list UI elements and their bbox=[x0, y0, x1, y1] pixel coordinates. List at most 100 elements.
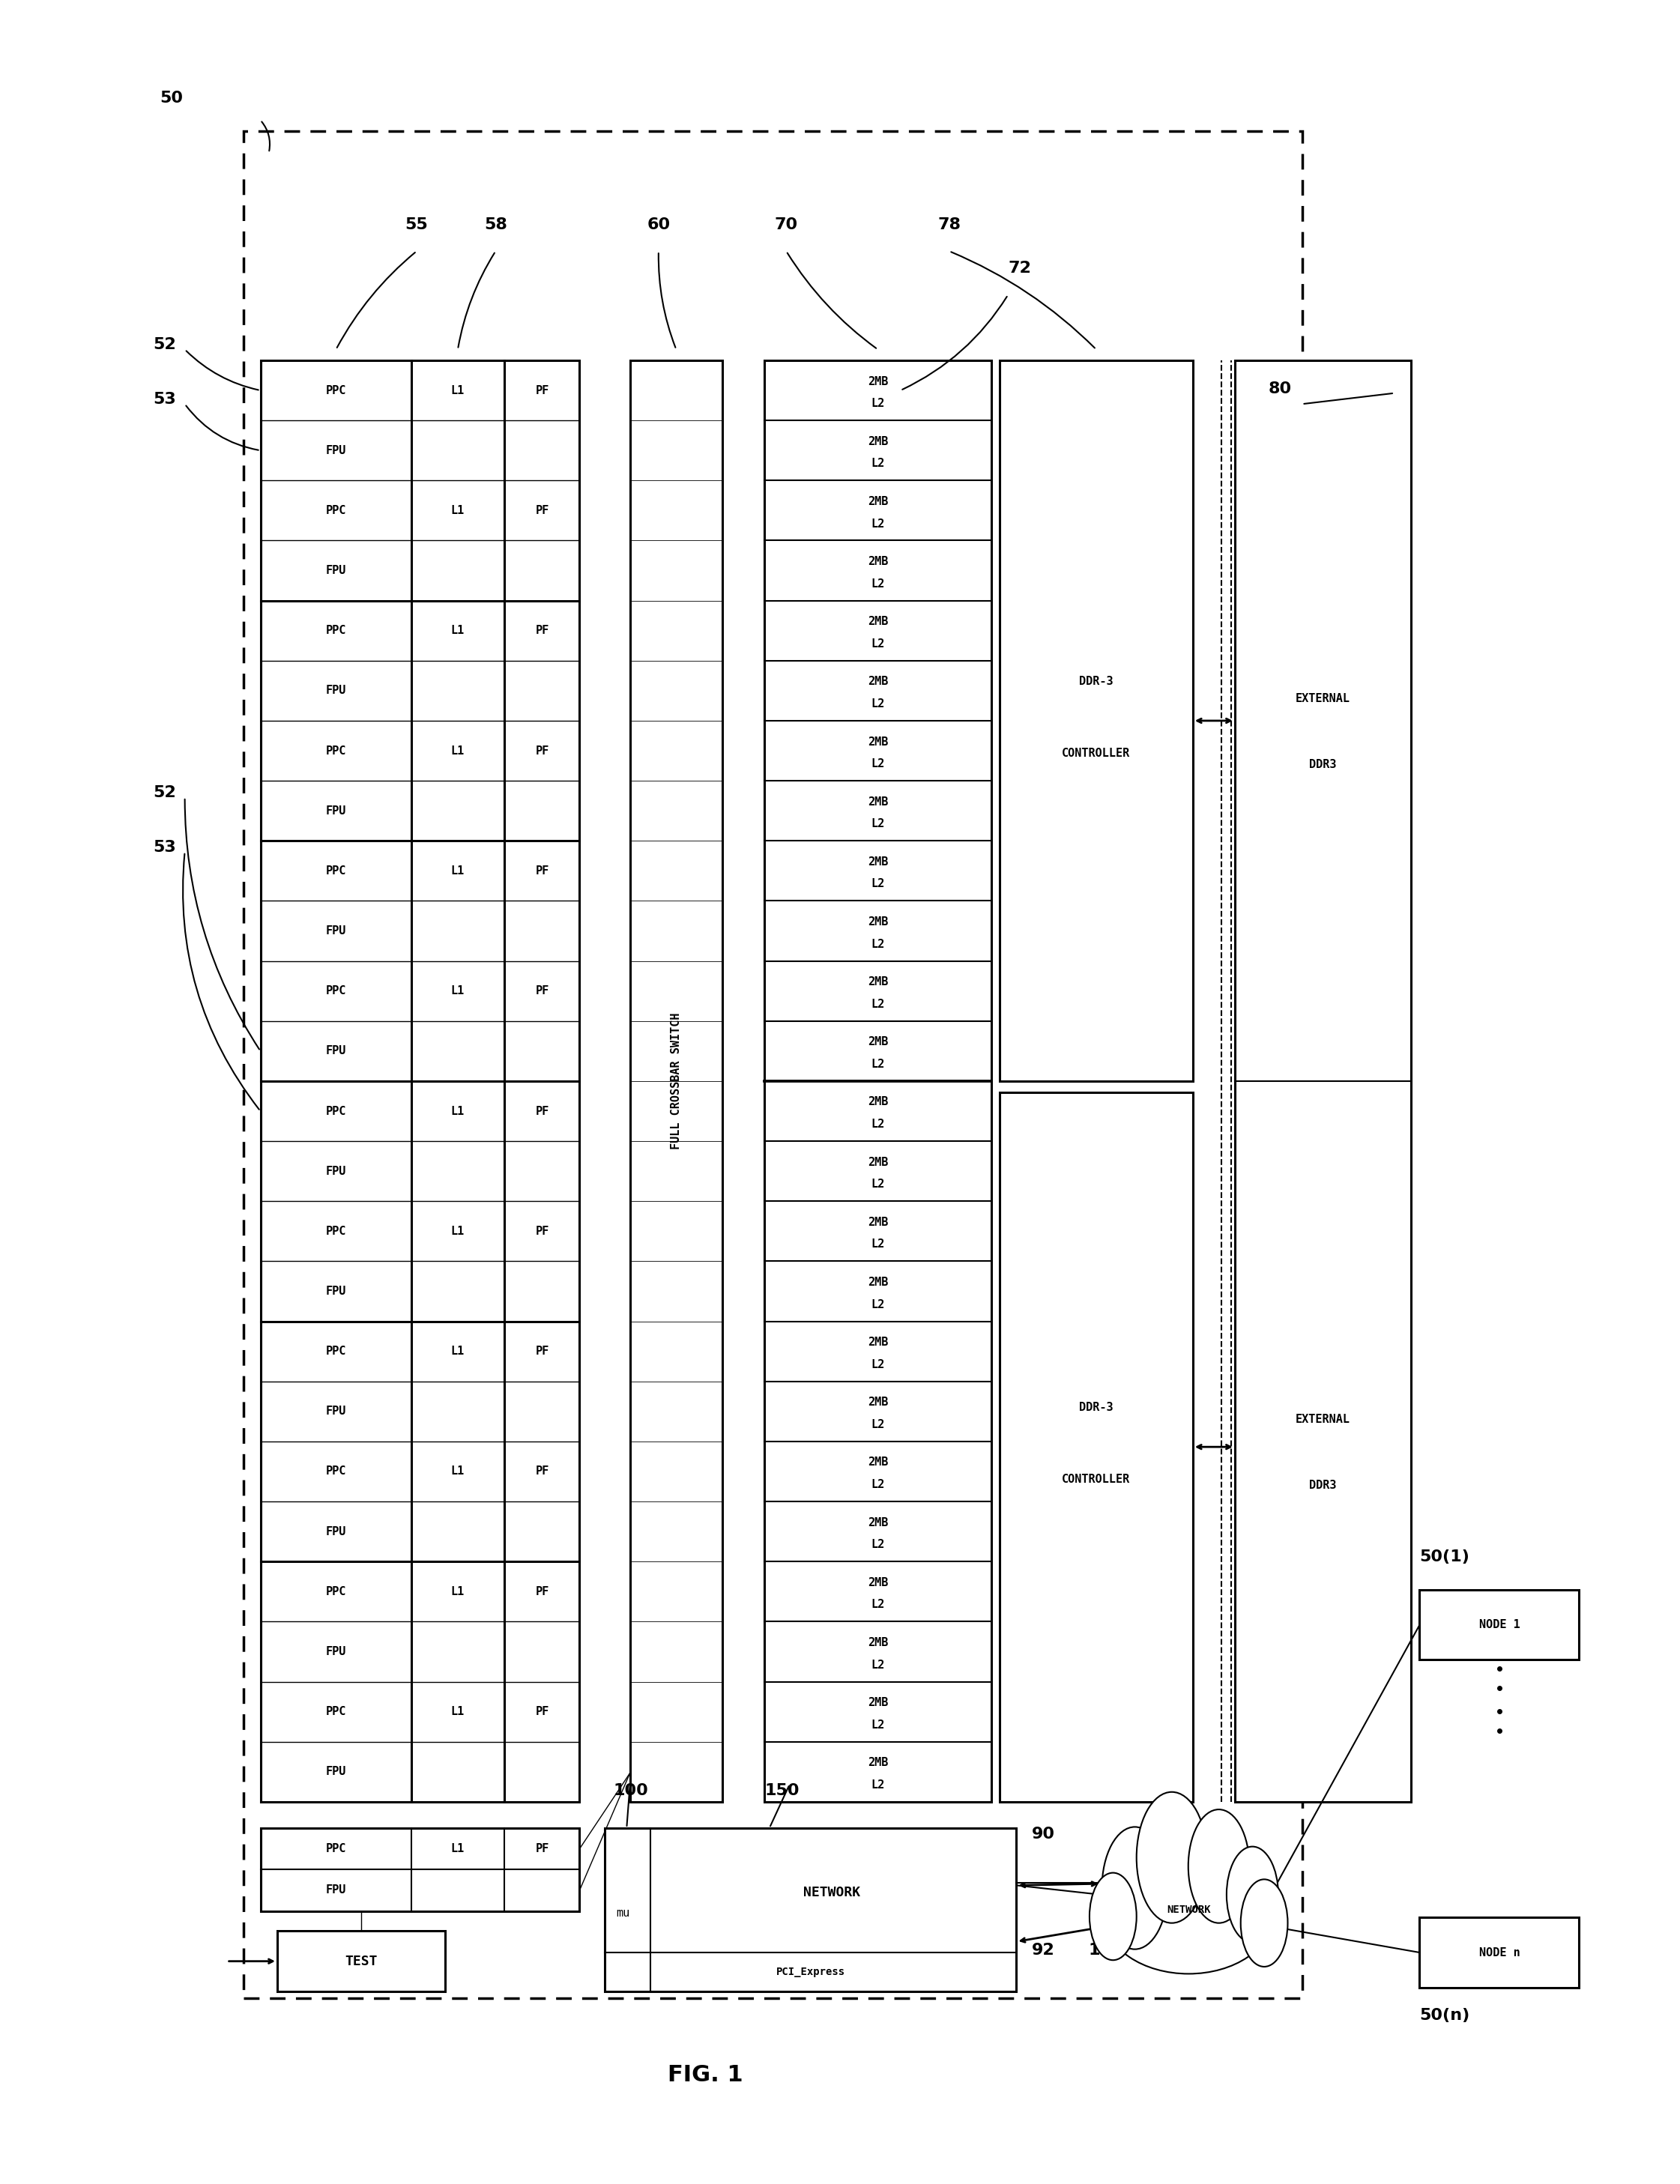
Text: PPC: PPC bbox=[326, 865, 346, 876]
Text: 2MB: 2MB bbox=[867, 1337, 889, 1348]
Text: L2: L2 bbox=[870, 1540, 885, 1551]
Bar bbox=[1235, 360, 1411, 1802]
Text: PPC: PPC bbox=[326, 384, 346, 395]
Text: FPU: FPU bbox=[326, 1885, 346, 1896]
Text: L2: L2 bbox=[870, 758, 885, 769]
Text: 52: 52 bbox=[153, 786, 176, 799]
Text: FIG. 1: FIG. 1 bbox=[669, 2064, 743, 2086]
Text: 2MB: 2MB bbox=[867, 557, 889, 568]
Text: 2MB: 2MB bbox=[867, 1638, 889, 1649]
Text: 53: 53 bbox=[153, 393, 176, 406]
Text: EXTERNAL: EXTERNAL bbox=[1295, 1413, 1351, 1426]
Text: L2: L2 bbox=[870, 878, 885, 889]
Bar bbox=[1420, 1918, 1579, 1987]
Text: L2: L2 bbox=[870, 1179, 885, 1190]
Text: NETWORK: NETWORK bbox=[1166, 1904, 1211, 1915]
Text: 50(n): 50(n) bbox=[1420, 2009, 1470, 2022]
Text: PPC: PPC bbox=[326, 1586, 346, 1597]
Text: L2: L2 bbox=[870, 819, 885, 830]
Bar bbox=[260, 1828, 580, 1911]
Text: L2: L2 bbox=[870, 397, 885, 408]
Text: FPU: FPU bbox=[326, 1046, 346, 1057]
Text: FPU: FPU bbox=[326, 566, 346, 577]
Text: L1: L1 bbox=[450, 505, 465, 515]
Text: L2: L2 bbox=[870, 459, 885, 470]
Text: PCI_Express: PCI_Express bbox=[776, 1968, 845, 1977]
Text: 2MB: 2MB bbox=[867, 1758, 889, 1769]
Text: 2MB: 2MB bbox=[867, 1158, 889, 1168]
Text: 2MB: 2MB bbox=[867, 797, 889, 808]
Bar bbox=[277, 1931, 445, 1992]
Text: L1: L1 bbox=[450, 625, 465, 636]
Text: 2MB: 2MB bbox=[867, 496, 889, 507]
Text: PPC: PPC bbox=[326, 1843, 346, 1854]
Text: PF: PF bbox=[536, 1225, 549, 1236]
Ellipse shape bbox=[1105, 1859, 1272, 1974]
Text: PPC: PPC bbox=[326, 1225, 346, 1236]
Text: L1: L1 bbox=[450, 1843, 465, 1854]
Text: TEST: TEST bbox=[344, 1955, 378, 1968]
Text: FPU: FPU bbox=[326, 926, 346, 937]
Bar bbox=[1000, 360, 1193, 1081]
Text: 2MB: 2MB bbox=[867, 856, 889, 867]
Bar bbox=[260, 360, 580, 1802]
Text: L1: L1 bbox=[450, 1586, 465, 1597]
Text: 2MB: 2MB bbox=[867, 917, 889, 928]
Ellipse shape bbox=[1136, 1791, 1206, 1924]
Text: PF: PF bbox=[536, 1843, 549, 1854]
Text: PF: PF bbox=[536, 1105, 549, 1116]
Text: L2: L2 bbox=[870, 1780, 885, 1791]
Text: 60: 60 bbox=[647, 218, 670, 232]
Ellipse shape bbox=[1188, 1808, 1250, 1924]
Text: L2: L2 bbox=[870, 1118, 885, 1129]
Text: 2MB: 2MB bbox=[867, 1037, 889, 1048]
Text: NETWORK: NETWORK bbox=[803, 1885, 860, 1900]
Text: DDR-3: DDR-3 bbox=[1079, 675, 1114, 688]
Text: FPU: FPU bbox=[326, 806, 346, 817]
Text: PPC: PPC bbox=[326, 985, 346, 996]
Ellipse shape bbox=[1226, 1848, 1278, 1944]
Text: 2MB: 2MB bbox=[867, 677, 889, 688]
Text: L1: L1 bbox=[450, 1345, 465, 1356]
Text: PPC: PPC bbox=[326, 1465, 346, 1476]
Text: L2: L2 bbox=[870, 998, 885, 1009]
Text: PF: PF bbox=[536, 625, 549, 636]
Text: FPU: FPU bbox=[326, 1406, 346, 1417]
Text: L1: L1 bbox=[450, 985, 465, 996]
Text: FPU: FPU bbox=[326, 1647, 346, 1658]
Text: 2MB: 2MB bbox=[867, 616, 889, 627]
Text: L2: L2 bbox=[870, 1358, 885, 1369]
Text: FPU: FPU bbox=[326, 446, 346, 456]
Text: PPC: PPC bbox=[326, 625, 346, 636]
Text: FPU: FPU bbox=[326, 1286, 346, 1297]
Text: PF: PF bbox=[536, 1465, 549, 1476]
Bar bbox=[605, 1828, 1016, 1992]
Text: PF: PF bbox=[536, 745, 549, 756]
Text: PF: PF bbox=[536, 1586, 549, 1597]
Text: CONTROLLER: CONTROLLER bbox=[1062, 747, 1131, 760]
Text: L2: L2 bbox=[870, 1479, 885, 1489]
Ellipse shape bbox=[1102, 1826, 1168, 1948]
Text: DDR-3: DDR-3 bbox=[1079, 1402, 1114, 1413]
Text: PPC: PPC bbox=[326, 1345, 346, 1356]
Text: 90: 90 bbox=[1032, 1828, 1055, 1841]
Text: PPC: PPC bbox=[326, 1706, 346, 1717]
Text: PF: PF bbox=[536, 1706, 549, 1717]
Text: PF: PF bbox=[536, 1345, 549, 1356]
Text: 72: 72 bbox=[1008, 262, 1032, 275]
Text: FULL CROSSBAR SWITCH: FULL CROSSBAR SWITCH bbox=[670, 1013, 682, 1149]
Text: 80: 80 bbox=[1268, 382, 1292, 395]
Text: L2: L2 bbox=[870, 1660, 885, 1671]
Text: 2MB: 2MB bbox=[867, 437, 889, 448]
Text: PF: PF bbox=[536, 865, 549, 876]
Text: L2: L2 bbox=[870, 518, 885, 529]
Text: 53: 53 bbox=[153, 841, 176, 854]
Bar bbox=[1000, 1092, 1193, 1802]
Text: 2MB: 2MB bbox=[867, 1577, 889, 1588]
Text: 2MB: 2MB bbox=[867, 1278, 889, 1289]
Text: L2: L2 bbox=[870, 638, 885, 649]
Text: 55: 55 bbox=[405, 218, 428, 232]
Text: 2MB: 2MB bbox=[867, 736, 889, 747]
Text: L1: L1 bbox=[450, 745, 465, 756]
Text: L2: L2 bbox=[870, 1238, 885, 1249]
